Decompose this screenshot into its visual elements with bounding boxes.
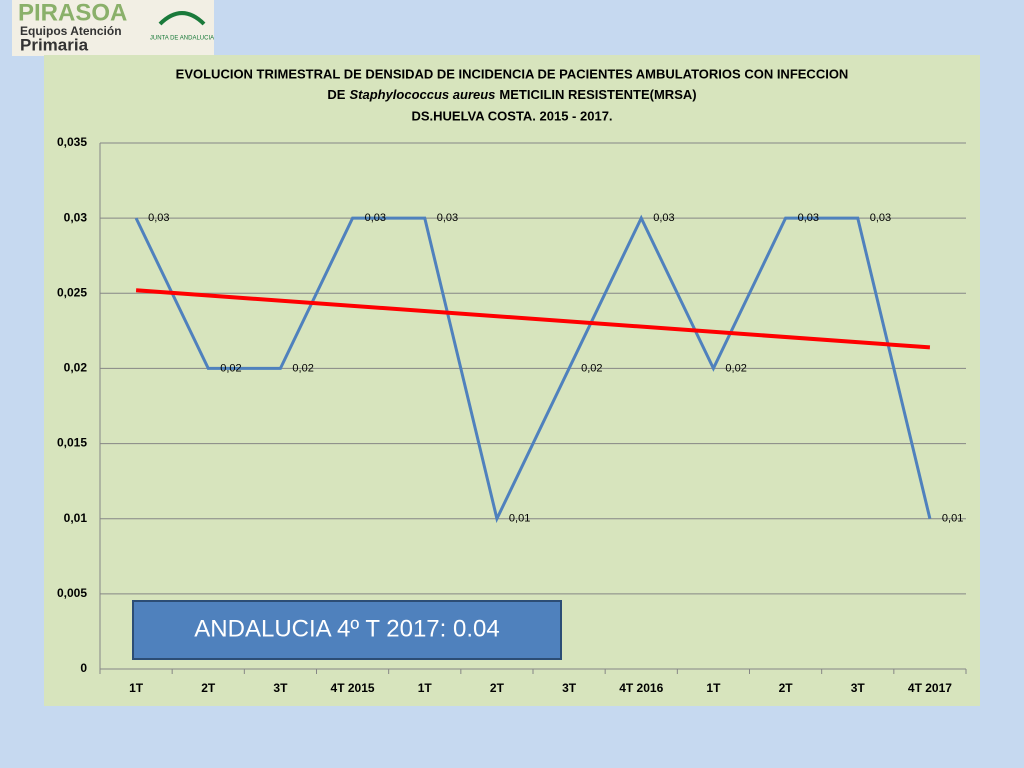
x-tick-label: 2T <box>779 681 794 695</box>
y-tick-label: 0,01 <box>64 511 88 525</box>
title-line: DE Staphylococcus aureus METICILIN RESISTE… <box>327 87 696 102</box>
annotation-box <box>132 600 562 660</box>
value-label: 0,01 <box>509 513 530 525</box>
value-label: 0,03 <box>653 212 674 224</box>
title-line: DS.HUELVA COSTA. 2015 - 2017. <box>411 108 612 123</box>
logo-box <box>12 0 214 56</box>
y-tick-label: 0,025 <box>57 285 87 299</box>
chart-title: EVOLUCION TRIMESTRAL DE DENSIDAD DE INCI… <box>176 66 849 123</box>
value-label: 0,01 <box>942 513 963 525</box>
value-label: 0,03 <box>870 212 891 224</box>
value-label: 0,02 <box>292 362 313 374</box>
logo-line: Primaria <box>20 35 89 54</box>
title-line: EVOLUCION TRIMESTRAL DE DENSIDAD DE INCI… <box>176 66 849 81</box>
value-label: 0,03 <box>798 212 819 224</box>
trendline <box>135 288 931 350</box>
x-tick-label: 3T <box>562 681 577 695</box>
value-label: 0,03 <box>148 212 169 224</box>
x-tick-label: 2T <box>490 681 505 695</box>
value-label: 0,03 <box>437 212 458 224</box>
logo-line: Equipos Atención <box>20 24 122 38</box>
x-tick-label: 1T <box>418 681 433 695</box>
logo: PIRASOA Equipos Atención Primaria JUNTA … <box>12 0 214 56</box>
title-part: METICILIN RESISTENTE(MRSA) <box>499 87 696 102</box>
x-tick-label: 4T 2016 <box>619 681 663 695</box>
value-label: 0,02 <box>581 362 602 374</box>
x-tick-label: 2T <box>201 681 216 695</box>
value-label: 0,03 <box>365 212 386 224</box>
annotation: ANDALUCIA 4º T 2017: 0.04 <box>194 615 499 642</box>
title-part: Staphylococcus aureus <box>349 87 495 102</box>
y-tick-label: 0,03 <box>64 210 88 224</box>
y-tick-label: 0 <box>80 661 87 675</box>
logo-icon <box>158 11 206 26</box>
x-tick-label: 3T <box>851 681 866 695</box>
title-part: DE <box>327 87 345 102</box>
x-tick-label: 1T <box>706 681 721 695</box>
x-tick-label: 4T 2015 <box>331 681 375 695</box>
x-tick-label: 1T <box>129 681 144 695</box>
chart-area <box>44 55 980 706</box>
y-tick-label: 0,015 <box>57 436 87 450</box>
y-tick-label: 0,035 <box>57 135 87 149</box>
logo-name: PIRASOA <box>18 0 127 26</box>
plot: 0 0,005 0,01 0,015 0,02 0,025 0,03 0,035 1T 2T 3T 4… <box>57 135 967 695</box>
y-tick-label: 0,02 <box>64 361 88 375</box>
logo-org: JUNTA DE ANDALUCIA <box>150 36 214 42</box>
data-line <box>134 214 932 524</box>
value-label: 0,02 <box>725 362 746 374</box>
value-label: 0,02 <box>220 362 241 374</box>
y-tick-label: 0,005 <box>57 586 87 600</box>
x-tick-label: 4T 2017 <box>908 681 952 695</box>
x-tick-label: 3T <box>273 681 288 695</box>
